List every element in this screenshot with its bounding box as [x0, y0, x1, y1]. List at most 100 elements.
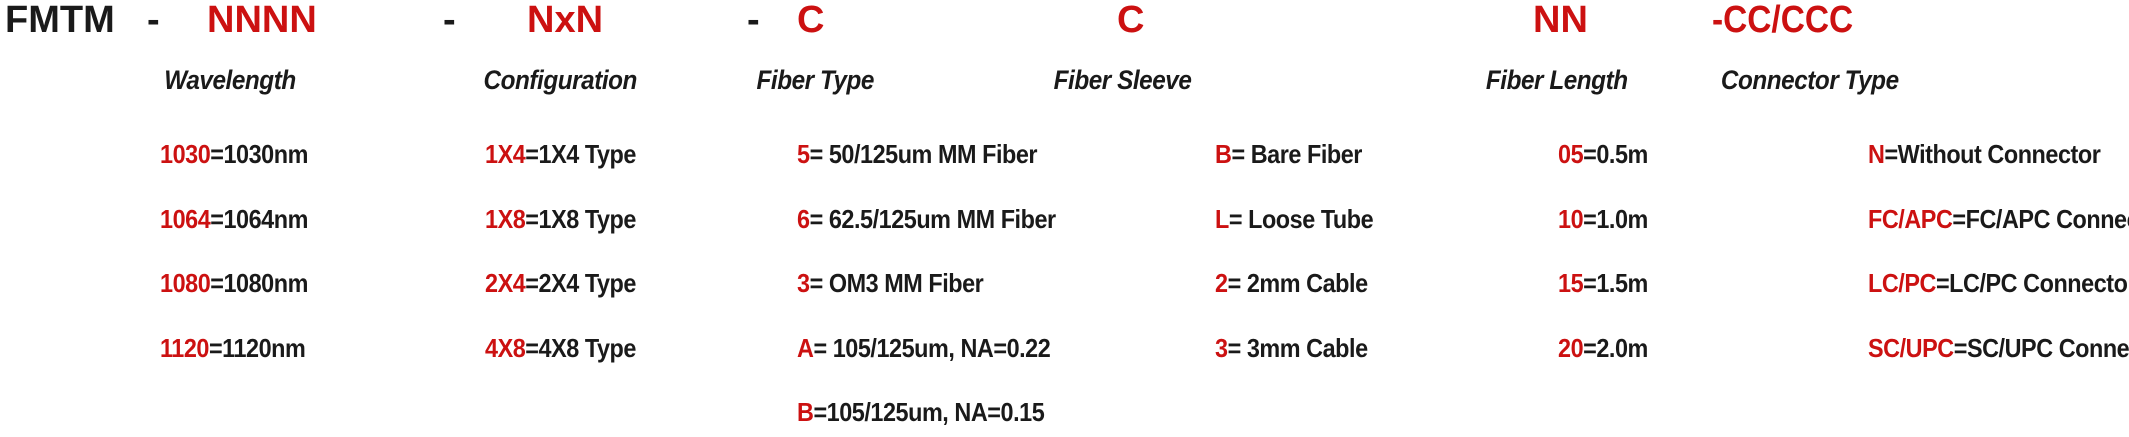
option-code: 1064	[160, 203, 211, 234]
option-code: 3	[1215, 332, 1228, 363]
code-separator-2: -	[443, 0, 456, 41]
option-code: 20	[1558, 332, 1584, 363]
column-title-wrap-configuration: Configuration	[360, 66, 760, 94]
connector-type-code-placeholder: -CC/CCC	[1712, 0, 1854, 41]
option-description: =1X4 Type	[525, 139, 636, 169]
option-description: =4X8 Type	[525, 332, 636, 363]
option-code: B	[797, 397, 814, 427]
option-description: =1X8 Type	[525, 203, 636, 234]
option-connector-type-fcapc: FC/APC=FC/APC Connector	[1868, 206, 2129, 232]
option-description: = 50/125um MM Fiber	[809, 139, 1038, 169]
option-description: =LC/PC Connector	[1935, 268, 2129, 298]
column-items-fiber-type: 5= 50/125um MM Fiber 6= 62.5/125um MM Fib…	[797, 141, 1084, 437]
option-code: N	[1868, 139, 1885, 169]
option-code: 1120	[160, 332, 209, 363]
code-separator-1: -	[147, 0, 160, 41]
fiber-sleeve-code-placeholder: C	[1117, 0, 1145, 41]
option-code: 15	[1558, 268, 1584, 298]
option-fiber-length-15: 15=1.5m	[1558, 270, 1648, 296]
column-title-wrap-fiber-sleeve: Fiber Sleeve	[923, 66, 1323, 94]
option-code: 4X8	[485, 332, 526, 363]
option-code: 05	[1558, 139, 1584, 169]
column-title-wrap-fiber-type: Fiber Type	[615, 66, 1015, 94]
option-wavelength-1030: 1030=1030nm	[160, 141, 308, 167]
option-description: = OM3 MM Fiber	[809, 268, 984, 298]
option-connector-type-lcpc: LC/PC=LC/PC Connector	[1868, 270, 2129, 296]
option-code: 2X4	[485, 268, 526, 298]
option-description: = Bare Fiber	[1231, 139, 1362, 169]
column-items-connector-type: N=Without Connector FC/APC=FC/APC Connect…	[1868, 141, 2129, 399]
option-fiber-type-a: A= 105/125um, NA=0.22	[797, 335, 1056, 361]
option-description: =1080nm	[210, 268, 308, 298]
code-separator-3: -	[747, 0, 760, 41]
option-configuration-4x8: 4X8=4X8 Type	[485, 335, 636, 361]
option-code: 10	[1558, 203, 1584, 234]
option-code: LC/PC	[1868, 268, 1936, 298]
option-description: = 3mm Cable	[1227, 332, 1369, 363]
option-description: = 105/125um, NA=0.22	[813, 332, 1051, 363]
column-title-configuration: Configuration	[483, 65, 637, 95]
column-items-fiber-sleeve: B= Bare Fiber L= Loose Tube 2= 2mm Cable 3=…	[1215, 141, 1391, 399]
option-code: 1X8	[485, 203, 526, 234]
column-title-connector-type: Connector Type	[1721, 65, 1899, 95]
option-connector-type-scupc: SC/UPC=SC/UPC Connector	[1868, 335, 2129, 361]
option-description: =0.5m	[1583, 139, 1648, 169]
option-code: 2	[1215, 268, 1228, 298]
option-wavelength-1080: 1080=1080nm	[160, 270, 308, 296]
option-fiber-type-6: 6= 62.5/125um MM Fiber	[797, 206, 1056, 232]
option-description: =1064nm	[210, 203, 308, 234]
option-code: 5	[797, 139, 810, 169]
option-configuration-1x4: 1X4=1X4 Type	[485, 141, 636, 167]
fiber-type-code-placeholder: C	[797, 0, 825, 41]
option-description: =1120nm	[208, 332, 306, 363]
option-code: FC/APC	[1868, 203, 1953, 234]
option-description: = 62.5/125um MM Fiber	[809, 203, 1057, 234]
option-description: =2.0m	[1583, 332, 1648, 363]
option-code: 1X4	[485, 139, 526, 169]
option-wavelength-1120: 1120=1120nm	[160, 335, 308, 361]
option-fiber-type-b: B=105/125um, NA=0.15	[797, 399, 1056, 425]
option-fiber-sleeve-3: 3= 3mm Cable	[1215, 335, 1373, 361]
column-title-fiber-type: Fiber Type	[756, 65, 874, 95]
part-family-code: FMTM	[5, 0, 115, 41]
column-title-wavelength: Wavelength	[164, 65, 296, 95]
option-configuration-2x4: 2X4=2X4 Type	[485, 270, 636, 296]
option-configuration-1x8: 1X8=1X8 Type	[485, 206, 636, 232]
option-fiber-sleeve-l: L= Loose Tube	[1215, 203, 1374, 234]
configuration-code-placeholder: NxN	[527, 0, 604, 41]
option-description: =1.5m	[1583, 268, 1648, 298]
option-fiber-length-05: 05=0.5m	[1558, 141, 1648, 167]
option-description: =FC/APC Connector	[1952, 203, 2129, 234]
option-fiber-length-20: 20=2.0m	[1558, 335, 1648, 361]
option-fiber-type-3: 3= OM3 MM Fiber	[797, 270, 1056, 296]
option-code: 1080	[160, 268, 211, 298]
option-description: =105/125um, NA=0.15	[813, 397, 1045, 427]
option-description: = Loose Tube	[1228, 203, 1374, 234]
column-title-wrap-fiber-length: Fiber Length	[1357, 66, 1757, 94]
column-title-wrap-connector-type: Connector Type	[1610, 66, 2010, 94]
option-fiber-sleeve-b: B= Bare Fiber	[1215, 141, 1373, 167]
option-description: =2X4 Type	[525, 268, 636, 298]
option-description: =SC/UPC Connector	[1953, 332, 2129, 363]
option-code: 3	[797, 268, 810, 298]
column-items-wavelength: 1030=1030nm 1064=1064nm 1080=1080nm 1120=11…	[160, 141, 324, 399]
option-code: SC/UPC	[1868, 332, 1954, 363]
column-title-wrap-wavelength: Wavelength	[30, 66, 430, 94]
option-description: = 2mm Cable	[1227, 268, 1369, 298]
option-code: B	[1215, 139, 1232, 169]
column-items-fiber-length: 05=0.5m 10=1.0m 15=1.5m 20=2.0m	[1558, 141, 1658, 399]
option-description: =Without Connector	[1884, 139, 2101, 169]
column-items-configuration: 1X4=1X4 Type 1X8=1X8 Type 2X4=2X4 Type 4X8=…	[485, 141, 653, 399]
option-connector-type-n: N=Without Connector	[1868, 141, 2129, 167]
column-title-fiber-length: Fiber Length	[1486, 65, 1628, 95]
option-wavelength-1064: 1064=1064nm	[160, 206, 308, 232]
option-code: L	[1215, 203, 1229, 234]
option-code: A	[797, 332, 814, 363]
column-title-fiber-sleeve: Fiber Sleeve	[1054, 65, 1192, 95]
wavelength-code-placeholder: NNNN	[207, 0, 317, 41]
option-code: 1030	[160, 139, 211, 169]
option-description: =1.0m	[1583, 203, 1648, 234]
option-code: 6	[797, 203, 810, 234]
option-fiber-type-5: 5= 50/125um MM Fiber	[797, 141, 1056, 167]
